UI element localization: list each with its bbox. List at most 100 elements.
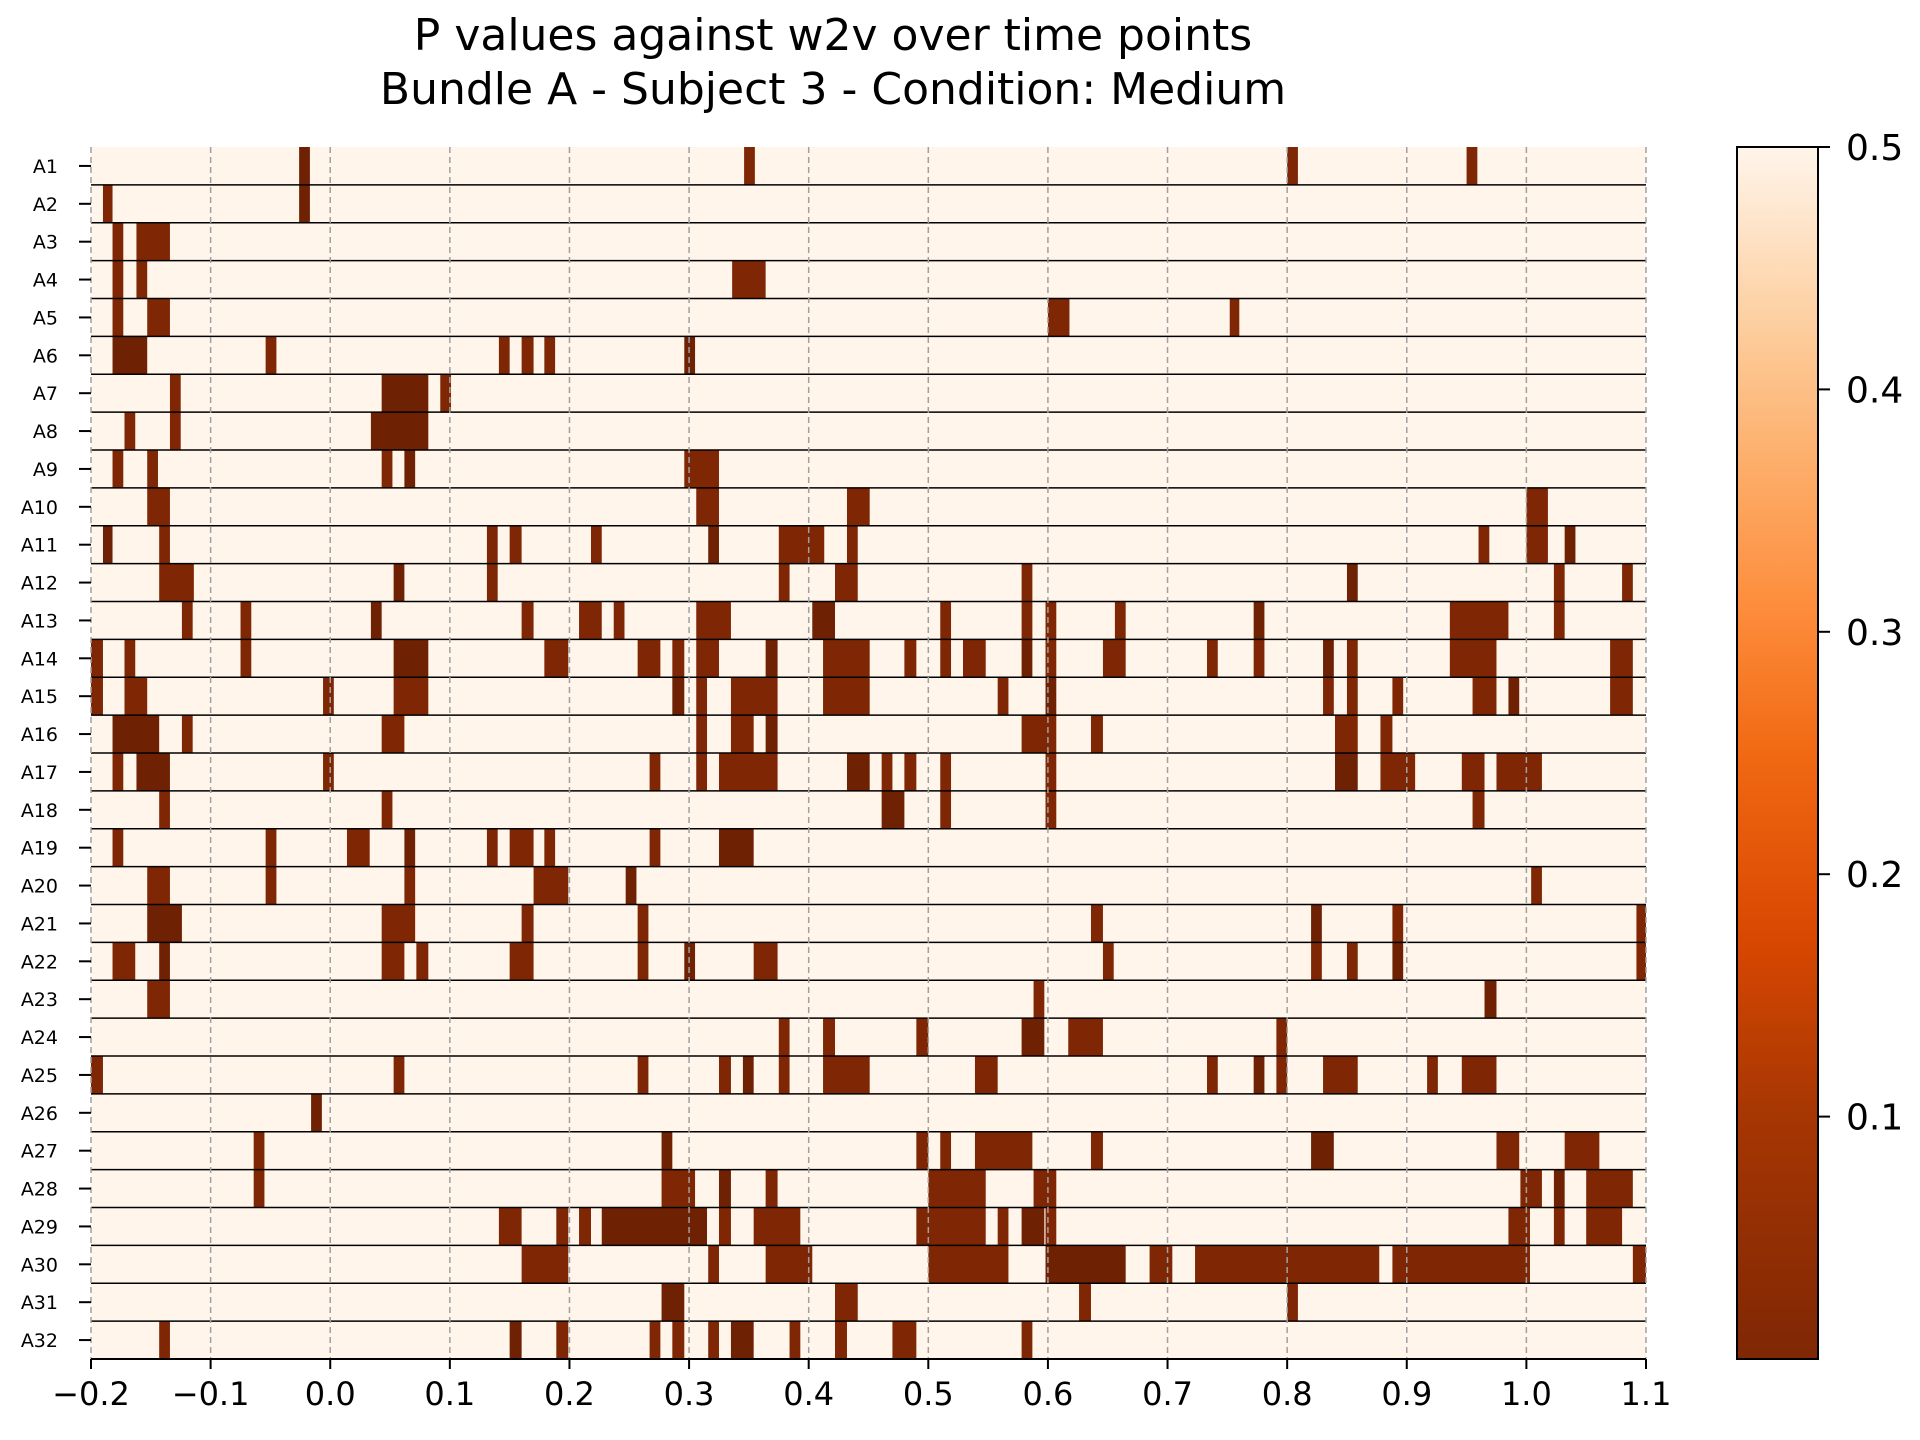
x-tick-label: 1.1 bbox=[1621, 1375, 1672, 1413]
heatmap-cell bbox=[940, 790, 952, 829]
heatmap-cell bbox=[404, 450, 416, 488]
heatmap-cell bbox=[835, 563, 858, 602]
heatmap-cell bbox=[940, 1131, 952, 1170]
heatmap-cell bbox=[742, 1056, 754, 1094]
heatmap-cell bbox=[521, 904, 534, 943]
heatmap-cell bbox=[181, 601, 193, 640]
heatmap-cell bbox=[765, 1245, 813, 1284]
y-tick-label: A20 bbox=[21, 876, 58, 898]
heatmap-cell bbox=[730, 677, 778, 716]
heatmap-cell bbox=[1253, 1056, 1265, 1094]
heatmap-cell bbox=[159, 563, 194, 602]
heatmap-cell bbox=[765, 1169, 778, 1208]
heatmap-cell bbox=[159, 1321, 170, 1359]
heatmap-cell bbox=[393, 1056, 405, 1094]
heatmap-cell bbox=[159, 790, 170, 829]
heatmap-cell bbox=[744, 147, 755, 185]
heatmap-cell bbox=[1346, 677, 1358, 716]
heatmap-cell bbox=[440, 374, 452, 413]
heatmap-cell bbox=[486, 563, 498, 602]
heatmap-cell bbox=[1045, 639, 1057, 678]
heatmap-cell bbox=[136, 260, 148, 299]
heatmap-cell bbox=[1461, 1056, 1497, 1094]
row-background bbox=[91, 601, 1646, 640]
heatmap-cell bbox=[112, 715, 160, 753]
heatmap-cell bbox=[1427, 1056, 1438, 1094]
heatmap-cell bbox=[1392, 1245, 1530, 1284]
row-background bbox=[91, 298, 1646, 337]
heatmap-cell bbox=[1508, 677, 1520, 716]
y-tick-label: A12 bbox=[21, 573, 58, 595]
x-tick-label: −0.2 bbox=[52, 1375, 130, 1413]
row-background bbox=[91, 790, 1646, 829]
heatmap-cell bbox=[974, 1131, 1033, 1170]
heatmap-cell bbox=[181, 715, 193, 753]
heatmap-cell bbox=[112, 260, 124, 299]
heatmap-cell bbox=[509, 828, 534, 867]
heatmap-cell bbox=[1531, 866, 1542, 905]
heatmap-cell bbox=[1021, 1321, 1033, 1359]
heatmap-cell bbox=[916, 1207, 986, 1246]
heatmap-cell bbox=[672, 677, 685, 716]
heatmap-cell bbox=[778, 563, 790, 602]
heatmap-cell bbox=[1229, 298, 1240, 337]
heatmap-cell bbox=[940, 753, 952, 791]
heatmap-cell bbox=[124, 639, 136, 678]
heatmap-cell bbox=[265, 336, 277, 375]
heatmap-cell bbox=[637, 942, 649, 981]
heatmap-cell bbox=[997, 1207, 1009, 1246]
colorbar-tick-label: 0.5 bbox=[1846, 128, 1903, 169]
heatmap-cell bbox=[928, 1245, 1009, 1284]
colorbar-tick-label: 0.4 bbox=[1846, 370, 1903, 411]
y-tick-label: A26 bbox=[21, 1103, 58, 1125]
heatmap-cell bbox=[1068, 1018, 1103, 1056]
x-tick-label: 0.4 bbox=[783, 1375, 834, 1413]
y-tick-label: A14 bbox=[21, 648, 58, 670]
colorbar-tick-label: 0.1 bbox=[1846, 1098, 1903, 1139]
row-background bbox=[91, 374, 1646, 413]
x-tick-label: 0.9 bbox=[1381, 1375, 1432, 1413]
y-tick-label: A25 bbox=[21, 1065, 58, 1087]
row-background bbox=[91, 980, 1646, 1019]
x-tick-label: 0.3 bbox=[664, 1375, 715, 1413]
heatmap-cell bbox=[1553, 563, 1565, 602]
heatmap-cell bbox=[1276, 1018, 1288, 1056]
heatmap-cell bbox=[521, 1245, 569, 1284]
heatmap-cell bbox=[997, 677, 1009, 716]
row-background bbox=[91, 525, 1646, 564]
heatmap-cell bbox=[1466, 147, 1478, 185]
heatmap-cell bbox=[649, 753, 661, 791]
row-background bbox=[91, 1207, 1646, 1246]
heatmap-cell bbox=[1484, 980, 1497, 1019]
x-tick-label: 0.6 bbox=[1022, 1375, 1073, 1413]
heatmap-cell bbox=[1287, 1283, 1298, 1322]
y-tick-label: A27 bbox=[21, 1141, 58, 1163]
heatmap-cell bbox=[1632, 1245, 1646, 1284]
heatmap-cell bbox=[323, 753, 334, 791]
heatmap-cell bbox=[649, 828, 661, 867]
heatmap-cell bbox=[1508, 1207, 1530, 1246]
x-tick-label: 0.5 bbox=[903, 1375, 954, 1413]
row-background bbox=[91, 1093, 1646, 1132]
heatmap-cell bbox=[265, 828, 277, 867]
row-background bbox=[91, 222, 1646, 261]
heatmap-cell bbox=[696, 487, 719, 526]
colorbar-tick-label: 0.3 bbox=[1846, 613, 1903, 654]
colorbar: 0.1 0.2 0.3 0.4 0.5 bbox=[1736, 128, 1903, 1360]
chart-title: P values against w2v over time points bbox=[414, 10, 1252, 61]
heatmap-cell bbox=[1496, 1131, 1520, 1170]
x-axis: −0.2 −0.1 0.0 0.1 0.2 0.3 0.4 0.5 0.6 0.7 0.8 0.9 1.… bbox=[52, 1358, 1672, 1413]
y-tick-label: A23 bbox=[21, 989, 58, 1011]
row-background bbox=[91, 866, 1646, 905]
heatmap-cell bbox=[159, 525, 170, 564]
row-background bbox=[91, 563, 1646, 602]
heatmap-cell bbox=[1392, 677, 1404, 716]
heatmap-cell bbox=[1090, 1131, 1103, 1170]
heatmap-cell bbox=[718, 1056, 731, 1094]
row-background bbox=[91, 904, 1646, 943]
heatmap-cell bbox=[1021, 639, 1033, 678]
heatmap-cell bbox=[112, 222, 124, 261]
heatmap-cell bbox=[708, 1245, 719, 1284]
heatmap-cell bbox=[835, 1283, 858, 1322]
y-tick-label: A11 bbox=[21, 535, 58, 557]
